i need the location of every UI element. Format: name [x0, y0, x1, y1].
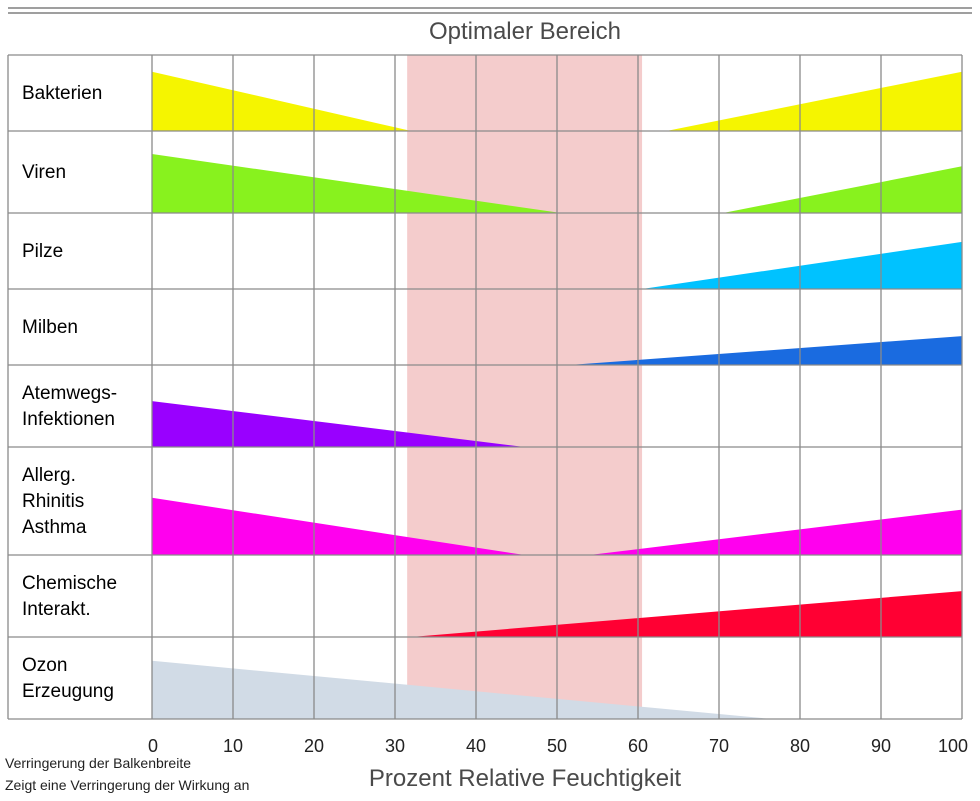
- wedge-row-8-1: [152, 660, 772, 719]
- row-label-1: Bakterien: [22, 83, 102, 104]
- grid-layer: [7, 54, 963, 720]
- row-label-8-line-2: Erzeugung: [22, 681, 114, 702]
- row-label-3-line-1: Pilze: [22, 241, 63, 262]
- x-tick-label-80: 80: [790, 736, 810, 756]
- wedge-row-1-2: [666, 71, 962, 131]
- wedge-row-2-1: [152, 153, 562, 213]
- wedge-row-7-1: [411, 591, 962, 637]
- row-label-8-line-1: Ozon: [22, 655, 67, 676]
- row-label-1-line-1: Bakterien: [22, 83, 102, 104]
- row-label-7: Chemische Interakt.: [22, 573, 117, 620]
- note-line-1: Verringerung der Balkenbreite: [5, 755, 191, 771]
- row-label-5-line-2: Infektionen: [22, 409, 115, 430]
- chart-title: Optimaler Bereich: [429, 18, 621, 45]
- x-ticks-layer: 0 10 20 30 40 50 60 70 80 90 100: [148, 736, 968, 756]
- wedge-row-2-2: [723, 166, 962, 213]
- wedge-row-6-2: [589, 509, 962, 555]
- row-label-6-line-3: Asthma: [22, 517, 87, 538]
- row-label-2: Viren: [22, 162, 66, 183]
- x-tick-label-30: 30: [385, 736, 405, 756]
- x-tick-label-0: 0: [148, 736, 158, 756]
- x-axis-label: Prozent Relative Feuchtigkeit: [369, 765, 681, 792]
- x-tick-label-40: 40: [466, 736, 486, 756]
- note-line-2: Zeigt eine Verringerung der Wirkung an: [5, 777, 249, 793]
- x-tick-label-50: 50: [547, 736, 567, 756]
- wedges-layer: [152, 71, 962, 719]
- row-label-6: Allerg. Rhinitis Asthma: [22, 465, 87, 538]
- wedge-row-5-1: [152, 401, 525, 447]
- x-tick-label-60: 60: [628, 736, 648, 756]
- row-labels-layer: Bakterien Viren Pilze Milben Atemwegs- Infekt…: [22, 83, 117, 702]
- wedge-row-4-1: [569, 336, 962, 365]
- x-tick-label-10: 10: [223, 736, 243, 756]
- x-tick-label-90: 90: [871, 736, 891, 756]
- x-tick-label-70: 70: [709, 736, 729, 756]
- row-label-7-line-1: Chemische: [22, 573, 117, 594]
- row-label-3: Pilze: [22, 241, 63, 262]
- optimal-range-band: [407, 55, 643, 719]
- row-label-2-line-1: Viren: [22, 162, 66, 183]
- wedge-row-6-1: [152, 497, 525, 555]
- row-label-4-line-1: Milben: [22, 317, 78, 338]
- row-label-5: Atemwegs- Infektionen: [22, 383, 117, 430]
- x-tick-label-20: 20: [304, 736, 324, 756]
- row-label-4: Milben: [22, 317, 78, 338]
- row-label-7-line-2: Interakt.: [22, 599, 91, 620]
- optimal-range-layer: [407, 55, 643, 719]
- row-label-8: Ozon Erzeugung: [22, 655, 114, 702]
- wedge-row-3-1: [642, 241, 962, 289]
- row-label-6-line-1: Allerg.: [22, 465, 76, 486]
- row-label-6-line-2: Rhinitis: [22, 491, 84, 512]
- row-label-5-line-1: Atemwegs-: [22, 383, 117, 404]
- x-tick-label-100: 100: [938, 736, 968, 756]
- wedge-row-1-1: [152, 71, 412, 131]
